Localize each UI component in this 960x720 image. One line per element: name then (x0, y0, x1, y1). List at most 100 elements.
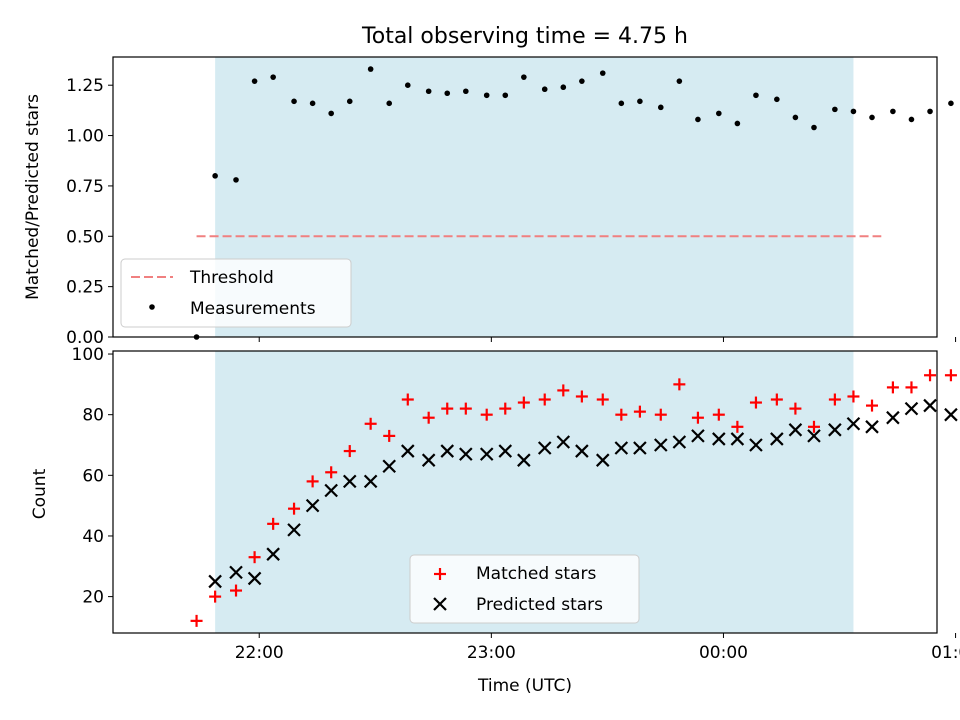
predicted-star-point (633, 441, 647, 455)
matched-star-point (807, 420, 820, 433)
measurement-point (560, 84, 567, 91)
legend-threshold-label: Threshold (189, 268, 274, 288)
predicted-star-point (287, 523, 301, 537)
x-tick-label: 22:00 (235, 643, 284, 663)
y-tick-label: 0.75 (66, 177, 104, 197)
measurement-point (386, 100, 393, 107)
measurement-point (444, 90, 451, 97)
predicted-star-point (770, 432, 784, 446)
matched-star-point (248, 551, 261, 564)
x-tick-label: 23:00 (467, 643, 516, 663)
matched-star-point (673, 378, 686, 391)
predicted-star-point (401, 444, 415, 458)
legend-box (409, 554, 640, 624)
measurement-point (328, 110, 334, 117)
y-tick-label: 0.25 (66, 278, 104, 298)
predicted-star-point (886, 410, 900, 425)
predicted-star-point (229, 565, 243, 580)
legend-predicted-label: Predicted stars (476, 595, 603, 615)
measurement-point (832, 106, 838, 113)
y-tick-label: 60 (82, 466, 104, 486)
y-tick-label: 80 (82, 406, 104, 426)
predicted-star-point (459, 447, 473, 461)
legend-bottom: Matched stars Predicted stars (409, 554, 640, 624)
measurement-point (541, 86, 548, 93)
matched-star-point (383, 429, 396, 442)
predicted-star-point (672, 435, 687, 449)
measurement-point (948, 100, 954, 107)
matched-star-point (770, 393, 783, 406)
predicted-star-point (479, 447, 494, 461)
matched-star-point (517, 396, 530, 409)
predicted-star-point (595, 453, 610, 467)
predicted-star-point (807, 429, 821, 443)
predicted-star-point (828, 423, 842, 437)
y-ticks-top: 0.00 0.25 0.50 0.75 1.00 1.25 (66, 76, 113, 348)
predicted-star-point (691, 429, 705, 443)
legend-measurements-swatch (149, 304, 155, 310)
matched-star-point (230, 584, 243, 597)
matched-star-point (190, 614, 203, 627)
matched-star-point (789, 402, 802, 415)
measurement-point (792, 114, 799, 121)
predicted-star-point (266, 547, 280, 561)
matched-star-point (615, 408, 628, 421)
y-tick-label: 0.50 (66, 227, 104, 247)
predicted-star-point (654, 438, 668, 452)
measurement-point (404, 82, 411, 89)
predicted-star-point (712, 432, 726, 446)
legend-box (120, 258, 352, 328)
predicted-star-point (208, 574, 222, 589)
y-ticks-bottom: 20 40 60 80 100 (72, 345, 113, 608)
y-tick-label: 0.00 (66, 328, 104, 348)
predicted-star-point (247, 571, 262, 586)
predicted-star-point (363, 474, 378, 489)
matched-star-point (924, 369, 937, 382)
predicted-star-point (421, 453, 436, 467)
measurement-point (579, 78, 585, 84)
matched-star-point (633, 405, 646, 418)
y-tick-label: 1.25 (66, 76, 104, 96)
matched-star-point (575, 390, 588, 403)
matched-star-point (459, 402, 472, 415)
matched-star-point (538, 393, 551, 406)
matched-star-point (499, 402, 512, 415)
measurement-point (502, 92, 509, 99)
predicted-star-point (730, 432, 745, 446)
matched-star-point (905, 381, 918, 394)
x-tick-label: 01:00 (931, 643, 960, 663)
predicted-star-point (865, 420, 879, 434)
measurement-point (695, 116, 701, 123)
measurement-point (425, 88, 432, 95)
matched-star-point (654, 408, 667, 421)
predicted-star-point (944, 407, 958, 422)
x-tick-label: 00:00 (699, 643, 748, 663)
predicted-star-point (440, 444, 455, 458)
matched-star-point (325, 466, 338, 479)
matched-star-point (267, 517, 280, 530)
y-tick-label: 40 (82, 527, 104, 547)
matched-star-point (847, 390, 860, 403)
measurement-point (734, 120, 741, 127)
measurement-point (521, 74, 527, 80)
predicted-star-point (923, 398, 937, 413)
matched-star-point (866, 399, 879, 412)
measurement-point (309, 100, 316, 107)
predicted-star-point (382, 459, 396, 474)
x-axis-label: Time (UTC) (477, 676, 572, 696)
measurement-point (890, 108, 896, 115)
axes-frame-top (112, 56, 938, 338)
matched-star-point (401, 393, 414, 406)
measurement-point (233, 177, 239, 183)
predicted-star-point (614, 441, 629, 455)
matched-star-point (480, 408, 493, 421)
measurement-point (463, 88, 469, 95)
matched-star-point (749, 396, 762, 409)
measurement-points (193, 66, 954, 340)
matched-star-point (422, 411, 435, 424)
predicted-star-point (537, 441, 552, 455)
measurement-point (716, 110, 722, 117)
